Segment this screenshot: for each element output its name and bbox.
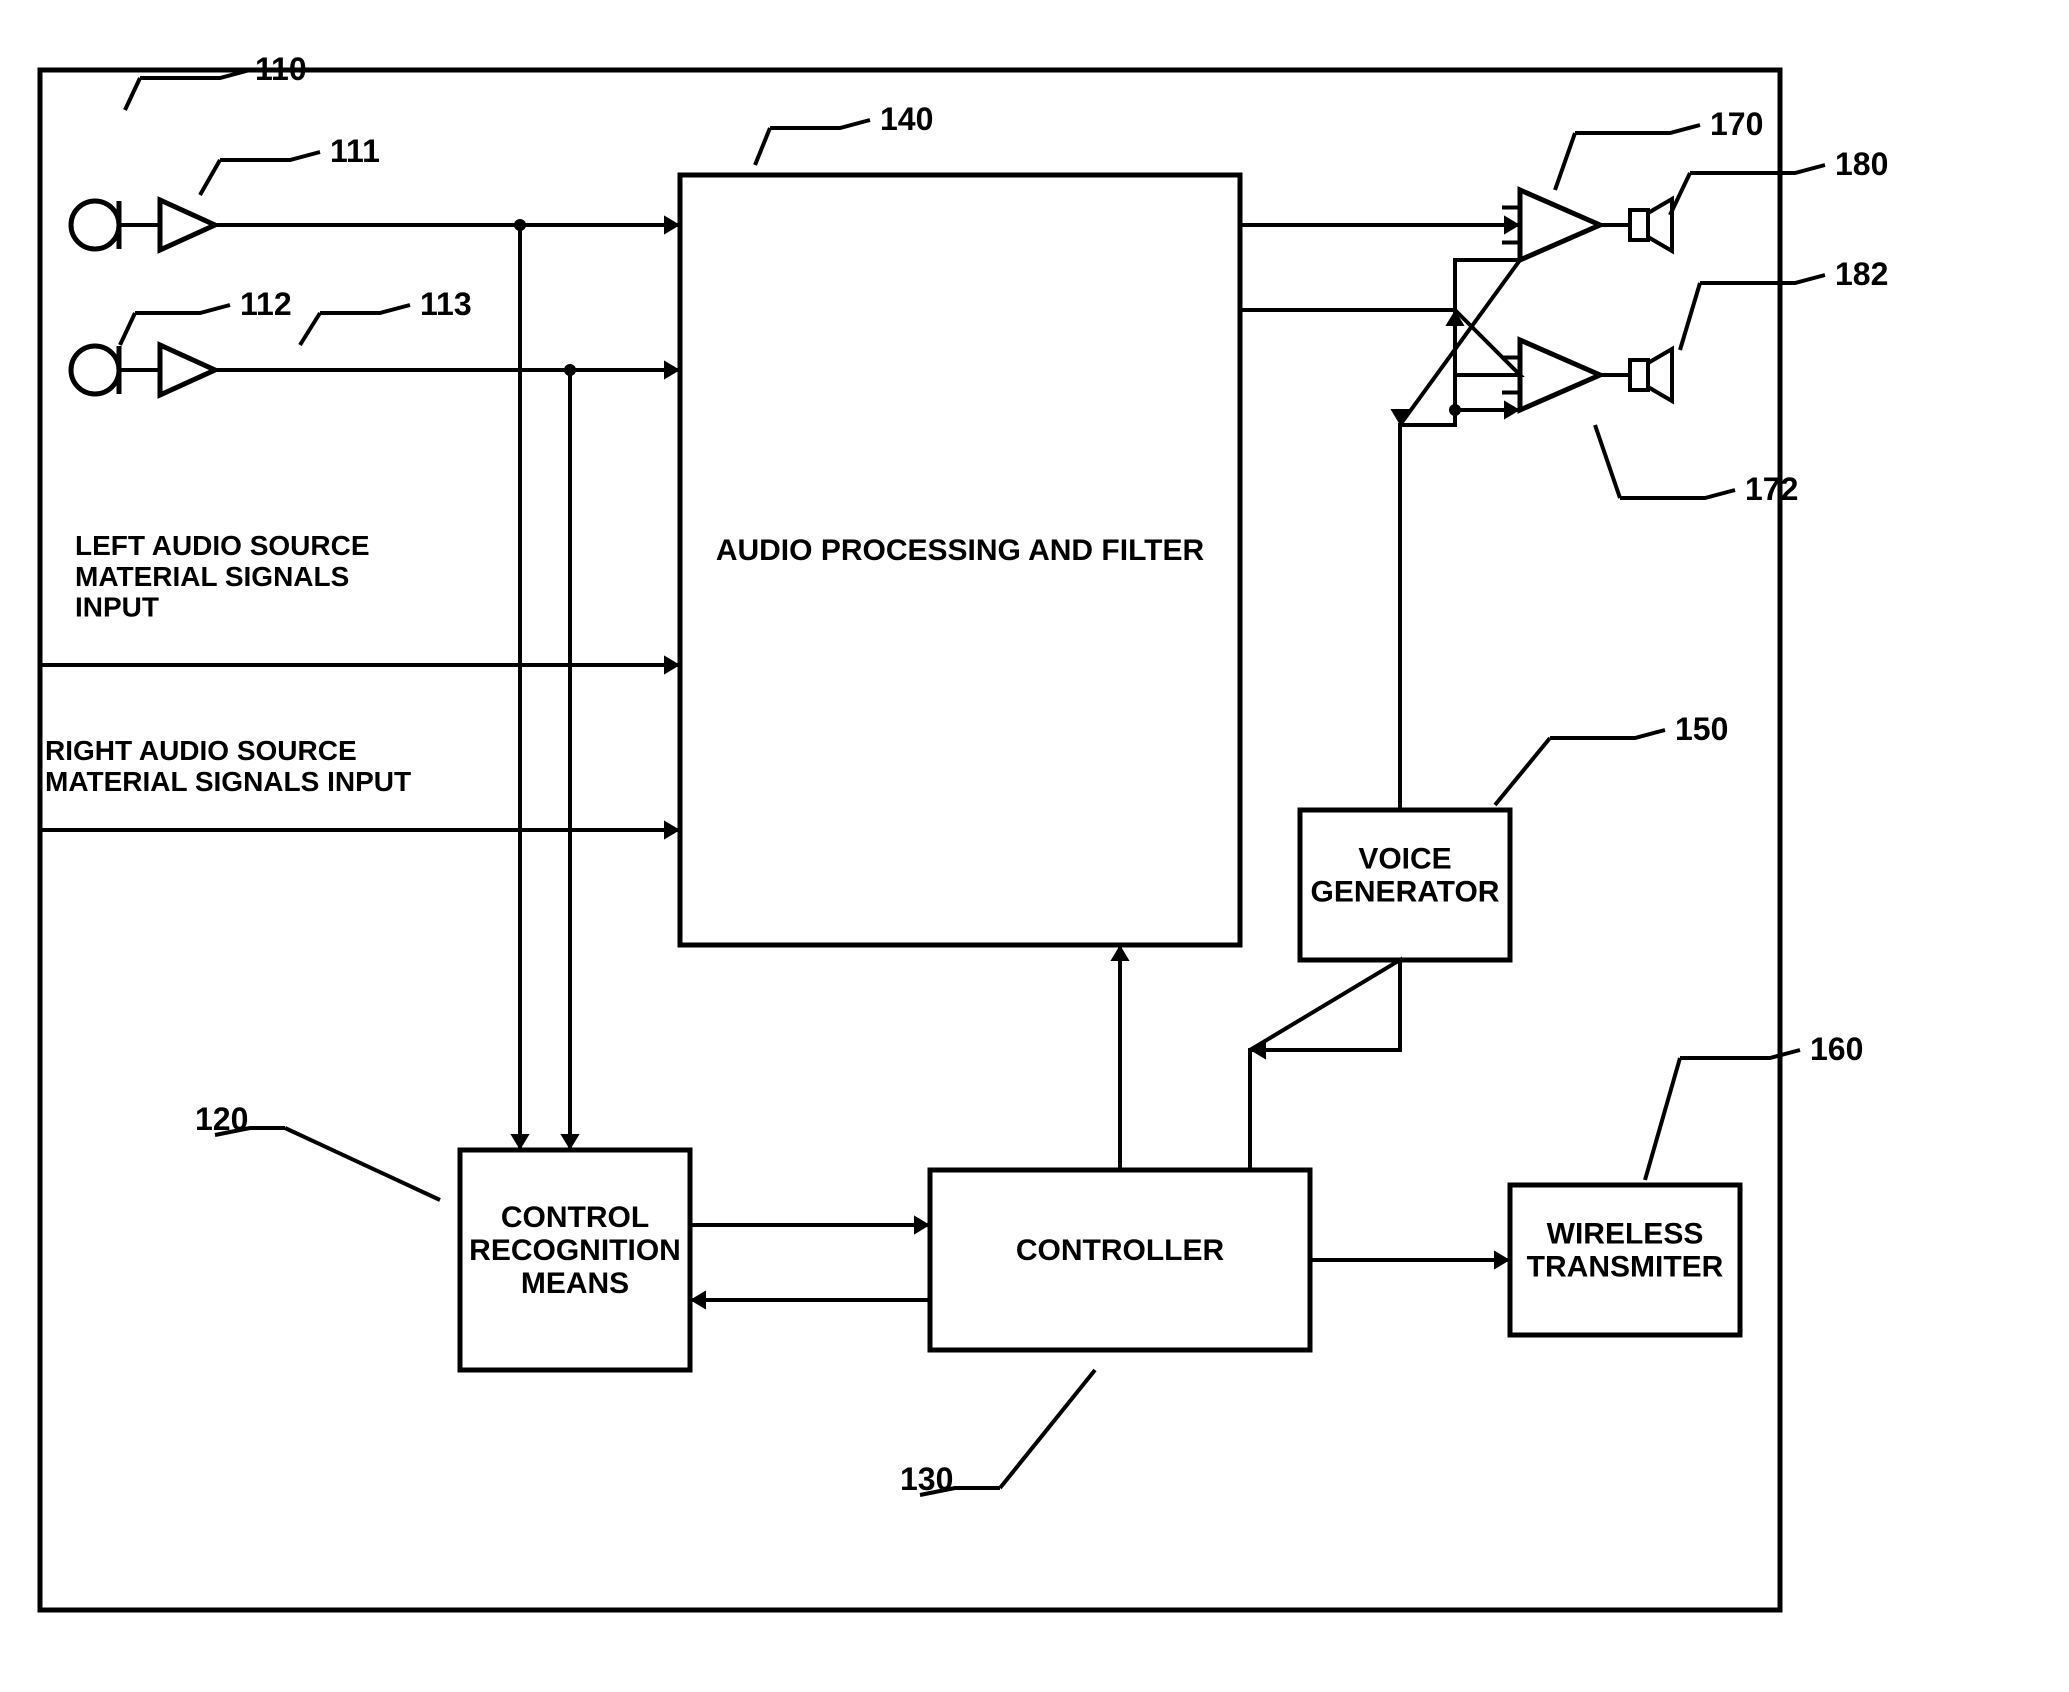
microphone-top-icon bbox=[71, 201, 119, 249]
output-amp-top-icon bbox=[1520, 190, 1600, 260]
preamp-top-icon bbox=[160, 200, 215, 250]
ref-113: 113 bbox=[420, 286, 472, 322]
ref-flag bbox=[300, 313, 320, 345]
ref-leader bbox=[1575, 125, 1700, 133]
ref-120: 120 bbox=[195, 1101, 248, 1137]
block-diagram: AUDIO PROCESSING AND FILTERVOICEGENERATO… bbox=[0, 0, 2069, 1692]
ref-flag bbox=[1000, 1370, 1095, 1488]
wireless-label: WIRELESSTRANSMITER bbox=[1527, 1218, 1724, 1284]
ref-140: 140 bbox=[880, 101, 933, 137]
junction-dot bbox=[1449, 404, 1461, 416]
ref-160: 160 bbox=[1810, 1031, 1863, 1067]
ref-172: 172 bbox=[1745, 471, 1798, 507]
ref-130: 130 bbox=[900, 1461, 953, 1497]
ref-leader bbox=[320, 305, 410, 313]
ref-leader bbox=[220, 152, 320, 160]
ref-170: 170 bbox=[1710, 106, 1763, 142]
ref-182: 182 bbox=[1835, 256, 1888, 292]
speaker-bot-icon bbox=[1630, 360, 1648, 390]
ref-leader bbox=[1550, 730, 1665, 738]
ref-flag bbox=[1670, 173, 1690, 215]
ref-flag bbox=[1595, 425, 1620, 498]
ref-flag bbox=[1555, 133, 1575, 190]
ref-leader bbox=[1620, 490, 1735, 498]
wire bbox=[1250, 960, 1400, 1170]
ref-150: 150 bbox=[1675, 711, 1728, 747]
ref-flag bbox=[1495, 738, 1550, 805]
audio_proc-label: AUDIO PROCESSING AND FILTER bbox=[716, 534, 1205, 567]
controller-label: CONTROLLER bbox=[1016, 1234, 1225, 1267]
ref-leader bbox=[1700, 275, 1825, 283]
preamp-bot-icon bbox=[160, 345, 215, 395]
ref-leader bbox=[770, 120, 870, 128]
ref-flag bbox=[755, 128, 770, 165]
right_in-label: RIGHT AUDIO SOURCEMATERIAL SIGNALS INPUT bbox=[45, 735, 411, 797]
speaker-top-cone bbox=[1648, 199, 1672, 251]
ref-180: 180 bbox=[1835, 146, 1888, 182]
ref-flag bbox=[125, 78, 140, 110]
ref-leader bbox=[1690, 165, 1825, 173]
ref-flag bbox=[120, 313, 135, 345]
junction-dot bbox=[514, 219, 526, 231]
ref-112: 112 bbox=[240, 286, 292, 322]
wire bbox=[1400, 260, 1520, 810]
ref-leader bbox=[135, 305, 230, 313]
ref-flag bbox=[1645, 1058, 1680, 1180]
microphone-bot-icon bbox=[71, 346, 119, 394]
output-amp-bot-icon bbox=[1520, 340, 1600, 410]
ref-flag bbox=[1680, 283, 1700, 350]
ref-111: 111 bbox=[330, 133, 380, 169]
ref-flag bbox=[285, 1128, 440, 1200]
ref-flag bbox=[200, 160, 220, 195]
left_in-label: LEFT AUDIO SOURCEMATERIAL SIGNALSINPUT bbox=[75, 530, 370, 623]
speaker-bot-cone bbox=[1648, 349, 1672, 401]
ref-110: 110 bbox=[255, 51, 307, 87]
speaker-top-icon bbox=[1630, 210, 1648, 240]
junction-dot bbox=[564, 364, 576, 376]
